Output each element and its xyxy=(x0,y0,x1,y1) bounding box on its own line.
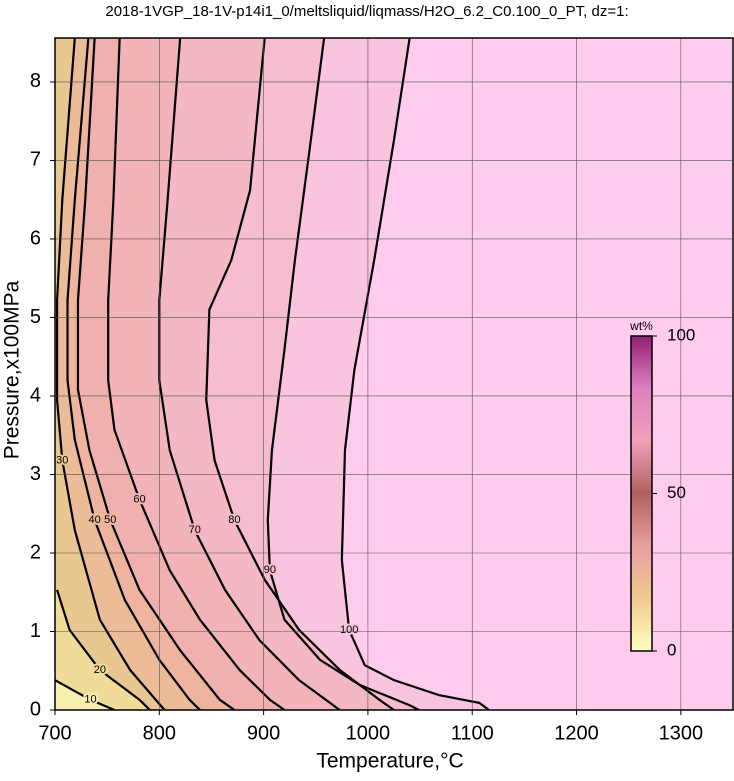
colorbar-label: wt% xyxy=(629,319,653,333)
contour-label: 10 xyxy=(84,694,96,706)
contour-line xyxy=(55,679,115,710)
x-tick-label: 1100 xyxy=(451,722,494,744)
contour-line xyxy=(340,38,490,710)
colorbar-tick-label: 100 xyxy=(667,325,695,344)
contour-fill xyxy=(55,38,200,710)
contour-fill xyxy=(55,589,150,710)
x-tick-label: 800 xyxy=(143,722,176,744)
contour-line xyxy=(76,38,236,710)
contour-line xyxy=(56,589,151,710)
plot-frame xyxy=(54,37,734,711)
x-tick-label: 900 xyxy=(247,722,280,744)
y-tick-label: 5 xyxy=(30,306,41,328)
x-tick-label: 1200 xyxy=(554,722,599,744)
x-tick-label: 1000 xyxy=(346,722,391,744)
contour-label: 20 xyxy=(94,664,106,676)
axes: 700 800 900 1000 1100 1200 1300 0 1 2 3 4 5 6 7 8 wt% 0 50… xyxy=(30,37,734,744)
contour-line xyxy=(55,38,166,710)
contour-line xyxy=(158,38,341,710)
contour-label: 50 xyxy=(104,514,116,526)
contour-line xyxy=(205,38,395,710)
y-tick-label: 0 xyxy=(30,698,41,720)
contour-line xyxy=(107,38,286,710)
y-tick-label: 6 xyxy=(30,227,41,249)
contour-label: 60 xyxy=(133,494,145,506)
colorbar-tick-label: 50 xyxy=(667,483,686,502)
y-tick-label: 8 xyxy=(30,70,41,92)
contour-label: 70 xyxy=(189,524,201,536)
y-tick-label: 4 xyxy=(30,384,41,406)
contour-label: 100 xyxy=(340,624,358,636)
contour-label: 30 xyxy=(56,454,68,466)
y-tick-label: 1 xyxy=(30,620,41,642)
contour-fill xyxy=(55,680,115,710)
contour-line xyxy=(66,38,201,710)
y-tick-label: 7 xyxy=(30,149,41,171)
colorbar xyxy=(630,335,653,652)
colorbar-tick-label: 0 xyxy=(667,640,676,659)
contour-label: 80 xyxy=(228,514,240,526)
contour-label: 40 xyxy=(89,514,101,526)
x-axis-label: Temperature,°C xyxy=(316,750,463,773)
y-tick-label: 3 xyxy=(30,463,41,485)
x-tick-label: 700 xyxy=(38,722,71,744)
x-tick-label: 1300 xyxy=(659,722,704,744)
contour-label: 90 xyxy=(264,564,276,576)
y-axis-label: Pressure,x100MPa xyxy=(1,280,24,459)
chart-title: 2018-1VGP_18-1V-p14i1_0/meltsliquid/liqm… xyxy=(105,3,628,20)
y-tick-label: 2 xyxy=(30,541,41,563)
